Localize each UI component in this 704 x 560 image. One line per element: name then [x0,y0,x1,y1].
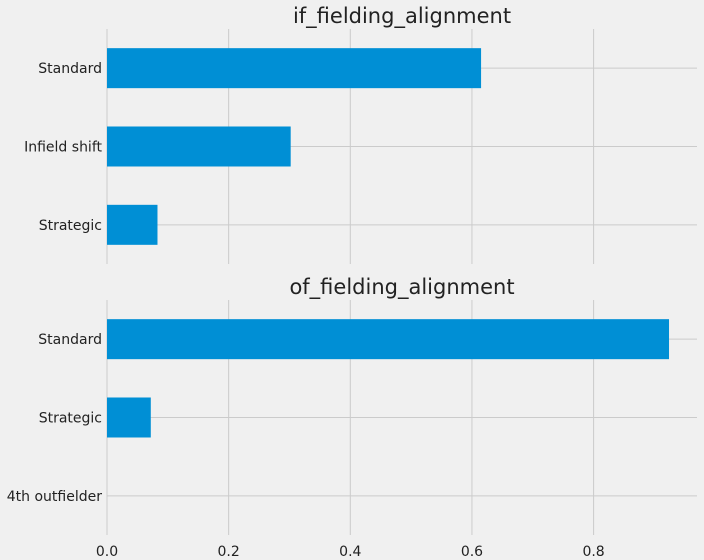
x-tick-label: 0.4 [339,544,361,560]
y-tick-label: 4th outfielder [7,489,102,505]
panel-of-fielding-alignment: of_fielding_alignment 0.0 0.2 0.4 0.6 0.8 Sta… [7,275,697,560]
panel-if-fielding-alignment: if_fielding_alignment Standard Infield sh… [24,4,697,264]
y-tick-label: Infield shift [24,139,102,155]
y-tick-label: Standard [38,61,102,77]
chart-title: of_fielding_alignment [289,275,514,300]
bar [107,319,670,360]
bar [107,126,291,167]
y-tick-label: Strategic [39,410,102,426]
bar [107,204,158,245]
x-tick-label: 0.2 [218,544,240,560]
x-tick-label: 0.6 [461,544,483,560]
x-tick-label: 0.8 [582,544,604,560]
y-tick-label: Strategic [39,218,102,234]
y-tick-label: Standard [38,332,102,348]
bar [107,48,482,89]
bar [107,397,151,438]
x-tick-label: 0.0 [96,544,118,560]
chart-title: if_fielding_alignment [293,4,511,29]
